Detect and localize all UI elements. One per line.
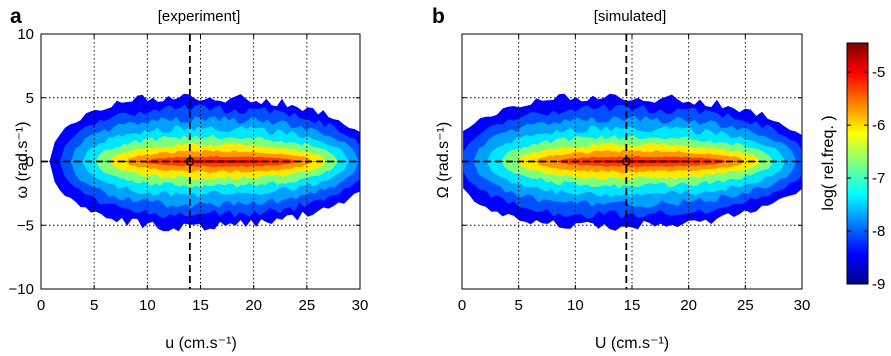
reference-marker <box>185 157 195 166</box>
y-axis-label-experiment: ω (rad.s⁻¹) <box>14 122 31 199</box>
x-tick-labels-experiment: 0 5 10 15 20 25 30 <box>37 297 369 314</box>
x-tick-label: 10 <box>567 297 584 314</box>
x-axis-label-simulated: U (cm.s⁻¹) <box>595 335 669 352</box>
colorbar-gradient <box>846 42 869 285</box>
x-tick-label: 10 <box>139 297 156 314</box>
y-tick-labels-experiment: −10 −5 0 5 10 <box>9 26 34 298</box>
reference-lines-experiment <box>41 34 360 289</box>
colorbar-ticks: -9 -8 -7 -6 -5 <box>847 64 885 293</box>
x-tick-label: 20 <box>680 297 697 314</box>
axis-ticks-simulated <box>461 33 803 290</box>
colorbar-tick-label: -7 <box>872 170 885 187</box>
gridlines-experiment <box>41 34 360 289</box>
colorbar-tick-label: -8 <box>872 223 885 240</box>
x-tick-label: 15 <box>192 297 209 314</box>
y-tick-label: 5 <box>26 90 34 107</box>
colorbar-tick-label: -9 <box>872 276 885 293</box>
x-axis-label-experiment: u (cm.s⁻¹) <box>165 335 237 352</box>
reference-marker <box>622 157 631 166</box>
x-tick-labels-simulated: 0 5 10 15 20 25 30 <box>458 297 811 314</box>
x-tick-label: 30 <box>794 297 811 314</box>
reference-lines-simulated <box>462 34 802 289</box>
y-axis-label-simulated: Ω (rad.s⁻¹) <box>435 122 452 198</box>
axis-ticks-experiment <box>40 33 361 290</box>
x-tick-label: 0 <box>37 297 45 314</box>
panel-title-experiment: [experiment] <box>158 8 241 25</box>
colorbar-tick-label: -5 <box>872 64 885 81</box>
x-tick-label: 15 <box>624 297 641 314</box>
x-tick-label: 5 <box>514 297 522 314</box>
plot-area-experiment <box>40 33 361 290</box>
x-tick-label: 0 <box>458 297 466 314</box>
panel-experiment: a [experiment] 0 5 10 15 20 25 30 −10 −5 0 5 10 u … <box>9 5 369 352</box>
heatmap-experiment <box>49 93 360 232</box>
x-tick-label: 20 <box>245 297 262 314</box>
heatmap-simulated <box>463 93 802 231</box>
plot-area-simulated <box>461 33 803 290</box>
y-tick-label: −10 <box>9 281 34 298</box>
y-tick-label: −5 <box>17 217 34 234</box>
y-tick-label: 10 <box>17 26 34 43</box>
panel-simulated: b [simulated] 0 5 10 15 20 25 30 U (cm.s⁻¹) Ω … <box>432 5 810 352</box>
colorbar-label: log( rel.freq. ) <box>820 115 837 210</box>
panel-letter-b: b <box>432 5 445 28</box>
y-tick-label: 0 <box>26 154 34 171</box>
x-tick-label: 25 <box>737 297 754 314</box>
x-tick-label: 30 <box>352 297 369 314</box>
x-tick-label: 25 <box>298 297 315 314</box>
colorbar: -9 -8 -7 -6 -5 log( rel.freq. ) <box>820 42 885 293</box>
panel-letter-a: a <box>10 5 22 28</box>
colorbar-tick-label: -6 <box>872 117 885 134</box>
x-tick-label: 5 <box>90 297 98 314</box>
panel-title-simulated: [simulated] <box>594 8 667 25</box>
